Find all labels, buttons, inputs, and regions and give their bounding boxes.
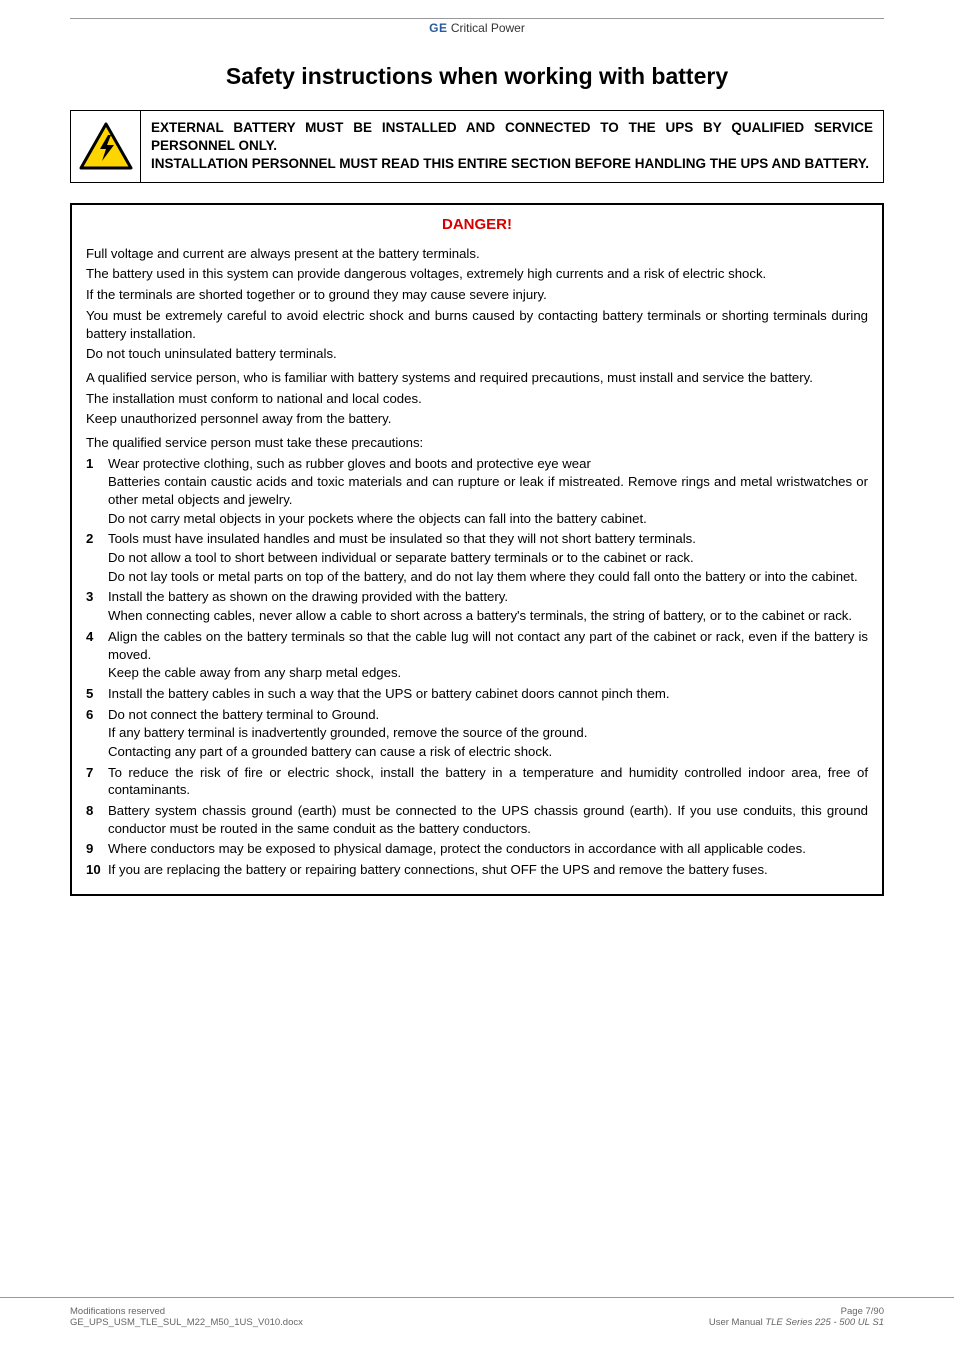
intro-line: Full voltage and current are always pres… (86, 245, 868, 263)
brand-ge: GE (429, 21, 447, 35)
danger-intro-1: Full voltage and current are always pres… (86, 245, 868, 363)
list-item: 7 To reduce the risk of fire or electric… (86, 764, 868, 800)
list-item: 8 Battery system chassis ground (earth) … (86, 802, 868, 838)
item-line: Do not allow a tool to short between ind… (108, 549, 868, 567)
warning-line-1: EXTERNAL BATTERY MUST BE INSTALLED AND C… (151, 120, 873, 153)
intro-line: You must be extremely careful to avoid e… (86, 307, 868, 342)
footer-manual-name: User Manual TLE Series 225 - 500 UL S1 (709, 1317, 884, 1328)
intro-line: Do not touch uninsulated battery termina… (86, 345, 868, 363)
brand-header: GE Critical Power (70, 21, 884, 45)
warning-text: EXTERNAL BATTERY MUST BE INSTALLED AND C… (141, 111, 884, 183)
footer-left-line1: Modifications reserved (70, 1306, 303, 1317)
item-line: Keep the cable away from any sharp metal… (108, 664, 868, 682)
item-line: When connecting cables, never allow a ca… (108, 607, 868, 625)
item-line: Install the battery as shown on the draw… (108, 588, 868, 606)
footer-left: Modifications reserved GE_UPS_USM_TLE_SU… (70, 1306, 303, 1328)
list-item: 3 Install the battery as shown on the dr… (86, 588, 868, 625)
item-line: If any battery terminal is inadvertently… (108, 724, 868, 742)
item-line: To reduce the risk of fire or electric s… (108, 764, 868, 799)
list-item: 1 Wear protective clothing, such as rubb… (86, 455, 868, 529)
item-line: Align the cables on the battery terminal… (108, 628, 868, 663)
intro-line: If the terminals are shorted together or… (86, 286, 868, 304)
item-line: If you are replacing the battery or repa… (108, 861, 868, 879)
danger-intro-2: A qualified service person, who is famil… (86, 369, 868, 428)
list-item: 9 Where conductors may be exposed to phy… (86, 840, 868, 859)
item-line: Tools must have insulated handles and mu… (108, 530, 868, 548)
list-item: 6 Do not connect the battery terminal to… (86, 706, 868, 762)
item-line: Do not connect the battery terminal to G… (108, 706, 868, 724)
danger-box: DANGER! Full voltage and current are alw… (70, 203, 884, 896)
intro-line: The battery used in this system can prov… (86, 265, 868, 283)
high-voltage-warning-icon (78, 121, 134, 171)
list-item: 4 Align the cables on the battery termin… (86, 628, 868, 683)
warning-icon-cell (71, 111, 141, 183)
brand-suffix: Critical Power (447, 21, 524, 35)
page-footer: Modifications reserved GE_UPS_USM_TLE_SU… (0, 1297, 954, 1350)
precaution-lead: The qualified service person must take t… (86, 434, 868, 452)
list-item: 5 Install the battery cables in such a w… (86, 685, 868, 704)
item-line: Batteries contain caustic acids and toxi… (108, 473, 868, 508)
item-line: Where conductors may be exposed to physi… (108, 840, 868, 858)
intro-line: The installation must conform to nationa… (86, 390, 868, 408)
danger-title: DANGER! (86, 215, 868, 235)
page-title: Safety instructions when working with ba… (70, 63, 884, 90)
footer-page-number: Page 7/90 (709, 1306, 884, 1317)
item-line: Contacting any part of a grounded batter… (108, 743, 868, 761)
item-line: Do not carry metal objects in your pocke… (108, 510, 868, 528)
intro-line: Keep unauthorized personnel away from th… (86, 410, 868, 428)
intro-line: A qualified service person, who is famil… (86, 369, 868, 387)
list-item: 2 Tools must have insulated handles and … (86, 530, 868, 586)
list-item: 10 If you are replacing the battery or r… (86, 861, 868, 880)
precaution-list: 1 Wear protective clothing, such as rubb… (86, 455, 868, 880)
item-line: Do not lay tools or metal parts on top o… (108, 568, 868, 586)
item-line: Wear protective clothing, such as rubber… (108, 455, 868, 473)
warning-box: EXTERNAL BATTERY MUST BE INSTALLED AND C… (70, 110, 884, 183)
warning-line-2: INSTALLATION PERSONNEL MUST READ THIS EN… (151, 156, 869, 171)
footer-left-line2: GE_UPS_USM_TLE_SUL_M22_M50_1US_V010.docx (70, 1317, 303, 1328)
item-line: Install the battery cables in such a way… (108, 685, 868, 703)
footer-right: Page 7/90 User Manual TLE Series 225 - 5… (709, 1306, 884, 1328)
item-line: Battery system chassis ground (earth) mu… (108, 802, 868, 837)
